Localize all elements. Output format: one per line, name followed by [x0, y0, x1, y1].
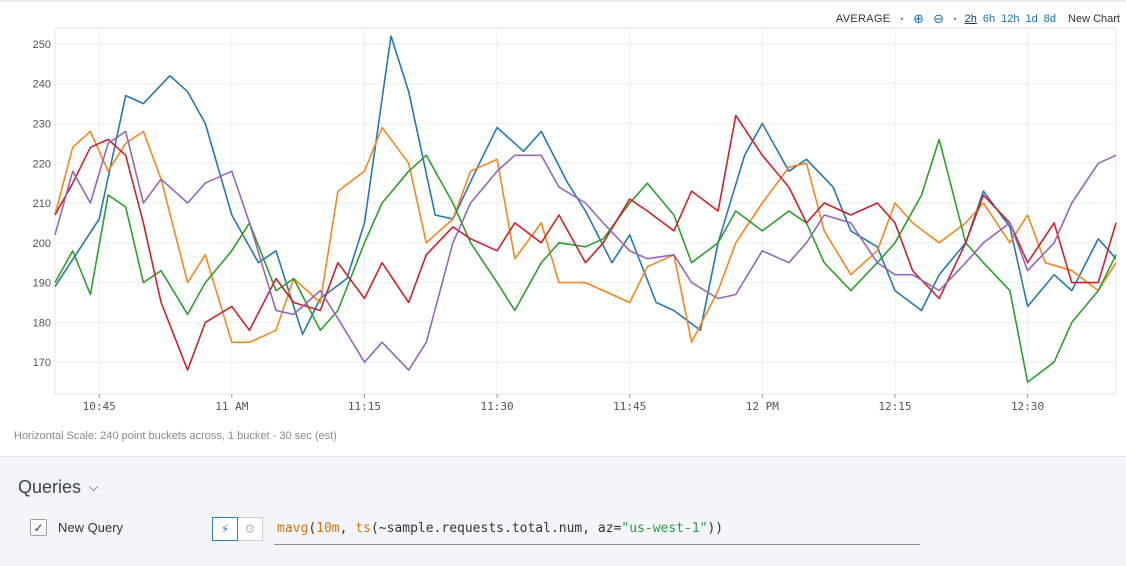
- x-tick-label: 10:45: [83, 400, 116, 413]
- expr-func: ts: [355, 521, 371, 536]
- zoom-in-icon[interactable]: ⊕: [913, 11, 924, 26]
- series-line-orange: [54, 126, 1117, 344]
- query-name[interactable]: New Query: [58, 520, 124, 535]
- line-chart[interactable]: 170 180 190 200 210 220 230 240 250 10:45 11 AM 11:…: [0, 0, 1126, 420]
- y-tick-label: 180: [33, 317, 51, 329]
- range-2h[interactable]: 2h: [964, 13, 977, 25]
- new-chart-button[interactable]: New Chart: [1068, 13, 1120, 25]
- range-1d[interactable]: 1d: [1025, 13, 1038, 25]
- top-divider: [0, 0, 1126, 2]
- x-tick-label: 11:15: [348, 400, 381, 413]
- x-tick-label: 12:15: [878, 400, 911, 413]
- range-8d[interactable]: 8d: [1043, 13, 1057, 25]
- y-tick-label: 240: [33, 79, 51, 91]
- query-row: ✓ New Query: [30, 519, 123, 536]
- y-tick-label: 200: [33, 238, 51, 250]
- x-tick-label: 12 PM: [746, 400, 779, 413]
- x-tick-label: 11:30: [481, 400, 514, 413]
- y-tick-label: 170: [33, 357, 51, 369]
- range-12h[interactable]: 12h: [1001, 13, 1020, 25]
- zoom-out-icon[interactable]: ⊖: [933, 11, 944, 26]
- separator-dot: •: [953, 14, 957, 24]
- separator-dot: •: [900, 14, 904, 24]
- chevron-down-icon[interactable]: ⌵: [89, 480, 99, 494]
- query-expression-input[interactable]: mavg(10m, ts(~sample.requests.total.num,…: [274, 521, 920, 545]
- query-enabled-checkbox[interactable]: ✓: [30, 519, 47, 536]
- expr-number: 10m: [316, 521, 340, 536]
- expr-string: "us-west-1": [621, 521, 708, 536]
- x-tick-label: 12:30: [1011, 400, 1044, 413]
- horizontal-scale-note: Horizontal Scale: 240 point buckets acro…: [14, 430, 337, 442]
- lightning-icon[interactable]: ⚡: [212, 517, 238, 541]
- y-tick-label: 190: [33, 278, 51, 290]
- expr-func: mavg: [277, 521, 309, 536]
- queries-header[interactable]: Queries ⌵: [18, 477, 98, 498]
- query-mode-buttons: ⚡ ⚙: [212, 517, 263, 541]
- series-line-blue: [54, 35, 1117, 336]
- y-tick-label: 230: [33, 118, 51, 130]
- plot-area: [54, 27, 1117, 395]
- series-line-red: [54, 114, 1117, 371]
- range-6h[interactable]: 6h: [982, 13, 996, 25]
- y-tick-label: 210: [33, 198, 51, 210]
- expr-punct: (: [308, 521, 317, 536]
- x-tick-label: 11:45: [613, 400, 646, 413]
- series-line-purple: [54, 130, 1117, 371]
- expr-args: (~sample.requests.total.num, az=: [370, 521, 622, 536]
- aggregation-selector[interactable]: AVERAGE: [835, 13, 891, 25]
- queries-title: Queries: [18, 477, 82, 497]
- chart-toolbar: AVERAGE • ⊕ ⊖ • 2h 6h 12h 1d 8d New Char…: [836, 11, 1120, 27]
- series-line-green: [54, 138, 1117, 383]
- gear-icon[interactable]: ⚙: [238, 517, 263, 541]
- expr-punct: )): [707, 521, 724, 536]
- x-tick-label: 11 AM: [215, 400, 248, 413]
- queries-panel: Queries ⌵ ✓ New Query ⚡ ⚙ mavg(10m, ts(~…: [0, 456, 1126, 566]
- expr-punct: ,: [339, 521, 356, 536]
- y-tick-label: 250: [33, 39, 51, 51]
- y-tick-label: 220: [33, 158, 51, 170]
